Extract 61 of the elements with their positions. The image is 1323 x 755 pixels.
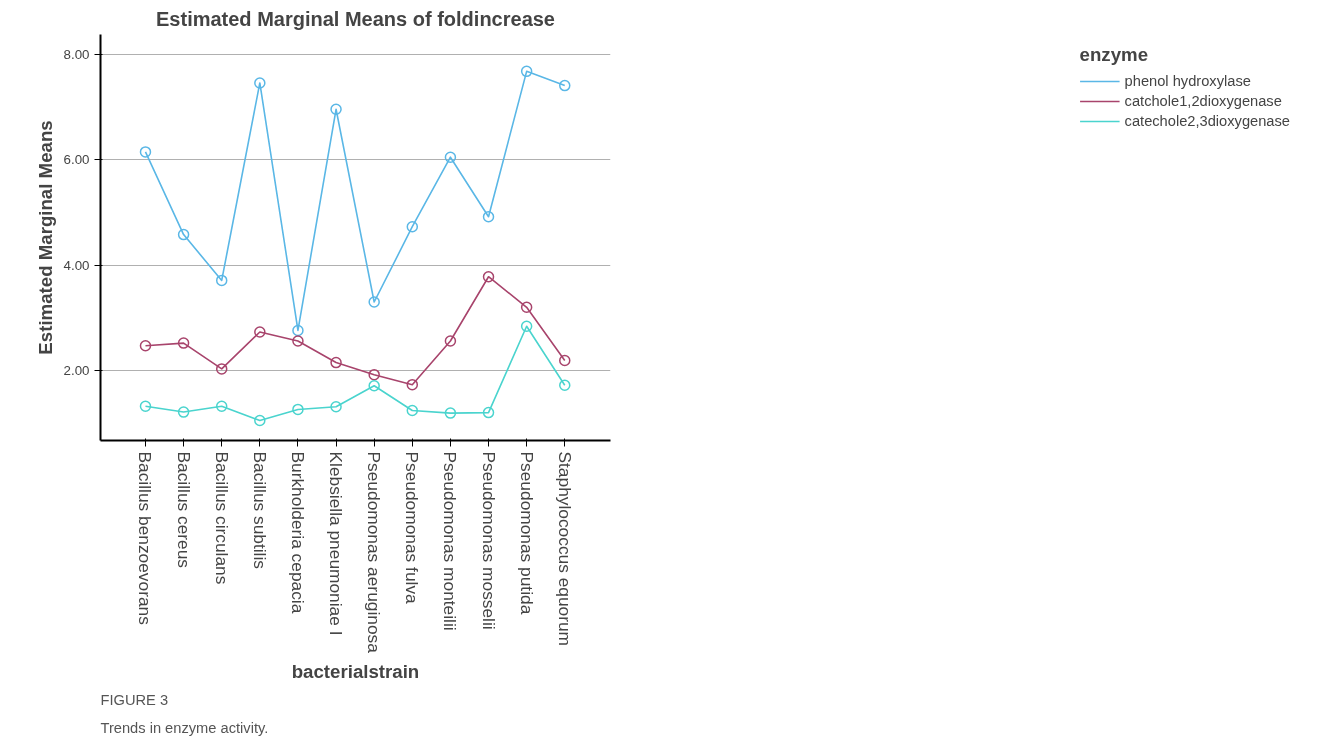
y-tick-label: 2.00 bbox=[63, 362, 90, 378]
x-tick-label: Pseudomonas aeruginosa bbox=[364, 451, 385, 654]
point bbox=[292, 324, 304, 337]
point bbox=[444, 335, 457, 347]
y-axis-title: Estimated Marginal Means bbox=[34, 120, 56, 355]
x-tick-label: Pseudomonas putida bbox=[516, 451, 537, 615]
point bbox=[139, 400, 152, 413]
point bbox=[482, 270, 495, 283]
point bbox=[368, 368, 380, 381]
x-tick-label: Pseudomonas mosselii bbox=[478, 451, 499, 630]
point bbox=[444, 407, 457, 419]
point bbox=[254, 77, 266, 89]
point bbox=[215, 400, 228, 413]
legend-title: enzyme bbox=[1079, 44, 1150, 66]
x-axis-title: bacterialstrain bbox=[291, 660, 420, 682]
y-tick-label: 6.00 bbox=[63, 152, 90, 168]
point bbox=[177, 337, 190, 349]
caption: FIGURE 3 bbox=[100, 691, 169, 708]
point bbox=[177, 406, 190, 418]
point bbox=[559, 379, 571, 391]
point bbox=[520, 65, 533, 78]
point bbox=[254, 326, 266, 338]
point bbox=[292, 403, 304, 416]
legend-label: catechole2,3dioxygenase bbox=[1124, 113, 1290, 129]
point bbox=[139, 339, 152, 352]
point bbox=[520, 320, 533, 332]
legend-label: phenol hydroxylase bbox=[1124, 73, 1251, 89]
x-tick-label: Staphylococcus equorum bbox=[554, 451, 575, 647]
x-tick-label: Bacillus benzoevorans bbox=[135, 451, 156, 626]
point bbox=[368, 296, 380, 308]
point bbox=[368, 379, 380, 392]
point bbox=[215, 274, 228, 287]
point bbox=[330, 401, 342, 413]
point bbox=[444, 151, 457, 163]
point bbox=[482, 406, 495, 419]
point bbox=[406, 220, 419, 233]
point bbox=[482, 210, 495, 223]
y-tick-label: 8.00 bbox=[63, 47, 90, 63]
point bbox=[330, 103, 342, 116]
point bbox=[292, 335, 304, 347]
chart-title: Estimated Marginal Means of foldincrease bbox=[156, 7, 555, 30]
x-tick-label: Klebsiella pneumoniae I bbox=[326, 451, 347, 636]
point bbox=[559, 354, 571, 367]
point bbox=[215, 363, 228, 375]
legend-label: catchole1,2dioxygenase bbox=[1124, 93, 1282, 109]
x-tick-label: Bacillus circulans bbox=[211, 451, 232, 585]
y-tick-label: 4.00 bbox=[63, 257, 90, 273]
x-tick-label: Bacillus cereus bbox=[173, 451, 194, 569]
x-tick-label: Pseudomonas fulva bbox=[402, 451, 423, 605]
point bbox=[254, 414, 266, 427]
point bbox=[559, 79, 571, 92]
text: Trends in enzyme activity. bbox=[100, 719, 269, 736]
point bbox=[406, 378, 419, 391]
point bbox=[520, 301, 533, 314]
x-tick-label: Bacillus subtilis bbox=[249, 451, 270, 570]
point bbox=[406, 404, 419, 417]
point bbox=[330, 356, 342, 369]
x-tick-label: Burkholderia cepacia bbox=[287, 451, 308, 614]
point bbox=[177, 228, 190, 241]
x-tick-label: Pseudomonas monteilii bbox=[440, 451, 461, 631]
point bbox=[139, 146, 152, 158]
